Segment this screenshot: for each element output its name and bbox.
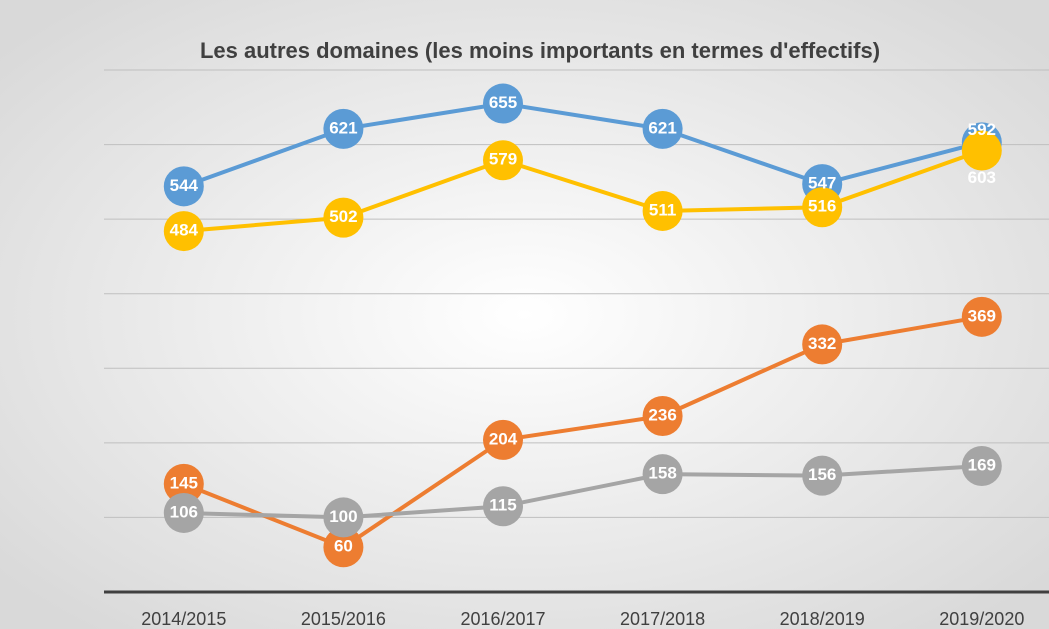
- data-point: [163, 492, 204, 533]
- data-label: 502: [329, 207, 357, 226]
- data-label: 511: [649, 200, 676, 219]
- data-point: [163, 166, 204, 207]
- data-label: 169: [968, 455, 996, 474]
- data-point: [642, 454, 683, 495]
- data-point: [961, 296, 1002, 337]
- data-label: 332: [808, 334, 836, 353]
- data-label: 547: [808, 174, 836, 193]
- chart-title: Les autres domaines (les moins important…: [200, 38, 880, 63]
- series-line: [183, 101, 983, 189]
- data-point: [323, 527, 364, 568]
- x-tick-label: 2015/2016: [301, 609, 386, 629]
- data-point: [323, 497, 364, 538]
- series-markers: [163, 130, 1002, 252]
- x-tick-label: 2014/2015: [141, 609, 226, 629]
- data-point: [483, 419, 523, 460]
- data-label: 156: [808, 465, 836, 484]
- data-point: [642, 108, 683, 149]
- data-label: 145: [170, 473, 198, 492]
- series-line: [183, 314, 983, 550]
- data-label: 621: [648, 118, 676, 137]
- data-label: 158: [648, 464, 676, 483]
- data-label: 579: [489, 150, 517, 169]
- data-label: 369: [968, 306, 996, 325]
- data-label: 655: [489, 93, 517, 112]
- data-point: [483, 140, 523, 181]
- x-tick-label: 2019/2020: [939, 609, 1024, 629]
- series-line: [183, 463, 982, 520]
- x-tick-label: 2016/2017: [460, 609, 545, 629]
- data-point: [163, 211, 204, 252]
- series-line: [183, 148, 983, 234]
- data-point: [961, 130, 1002, 171]
- data-point: [961, 445, 1002, 486]
- data-label: 484: [170, 221, 199, 240]
- data-point: [163, 463, 204, 504]
- series-markers: [163, 445, 1002, 538]
- data-point: [642, 396, 683, 437]
- data-point: [323, 197, 364, 238]
- data-label: 516: [808, 197, 836, 216]
- x-tick-label: 2018/2019: [780, 609, 865, 629]
- data-label: 236: [648, 405, 676, 424]
- data-point: [802, 455, 843, 496]
- data-point: [802, 187, 843, 228]
- data-label: 204: [489, 429, 518, 448]
- data-point: [483, 486, 523, 527]
- data-label: 106: [170, 502, 198, 521]
- data-point: [642, 190, 683, 231]
- data-point: [483, 83, 523, 124]
- data-label: 621: [329, 118, 357, 137]
- data-point: [323, 108, 364, 149]
- data-label: 603: [968, 168, 996, 187]
- data-label: 115: [489, 496, 516, 515]
- data-point: [802, 324, 843, 365]
- data-label: 60: [334, 537, 353, 556]
- data-label: 544: [170, 176, 199, 195]
- data-label: 100: [329, 507, 357, 526]
- x-tick-label: 2017/2018: [620, 609, 705, 629]
- series-markers: [163, 296, 1002, 568]
- data-label: 592: [968, 120, 996, 139]
